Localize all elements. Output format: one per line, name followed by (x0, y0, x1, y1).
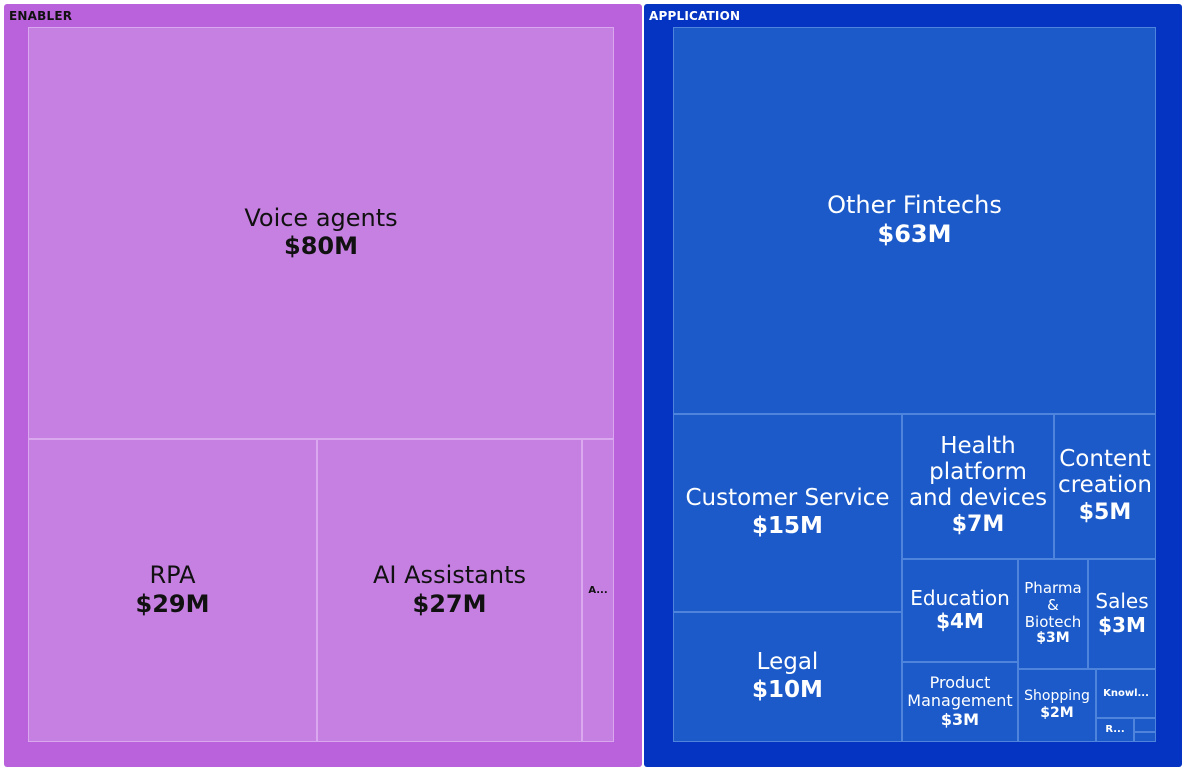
tile-value-label: $3M (1036, 630, 1070, 647)
tile-value-label: $2M (1040, 704, 1074, 721)
tile-value-label: $5M (1078, 499, 1132, 525)
application-group-label: APPLICATION (649, 9, 741, 23)
tile-name-label: Pharma & Biotech (1024, 579, 1082, 631)
treemap-tile-knowl[interactable]: Knowl... (1096, 669, 1156, 718)
treemap-tile-customer-service[interactable]: Customer Service $15M (673, 414, 902, 612)
tile-name-label: A... (588, 584, 608, 596)
tile-name-label: Other Fintechs (827, 191, 1002, 220)
tile-value-label: $7M (951, 512, 1005, 538)
tile-value-label: $4M (936, 609, 984, 634)
treemap-tile-voice-agents[interactable]: Voice agents $80M (28, 27, 614, 439)
tile-value-label: $27M (412, 589, 487, 618)
treemap-tile-education[interactable]: Education $4M (902, 559, 1018, 662)
enabler-group-label: ENABLER (9, 9, 73, 23)
tile-value-label: $63M (877, 219, 952, 248)
tile-name-label: Content creation (1058, 446, 1152, 498)
treemap-tile-other-fintechs[interactable]: Other Fintechs $63M (673, 27, 1156, 414)
tile-value-label: $3M (1098, 612, 1146, 637)
treemap-tile-pharma-biotech[interactable]: Pharma & Biotech $3M (1018, 559, 1088, 669)
tile-name-label: Legal (756, 648, 819, 675)
treemap-tile-content-creation[interactable]: Content creation $5M (1054, 414, 1156, 559)
treemap-tile-ai-assistants[interactable]: AI Assistants $27M (317, 439, 582, 742)
tile-name-label: Education (910, 585, 1010, 610)
tile-name-label: Voice agents (244, 203, 398, 232)
tile-name-label: Health platform and devices (908, 433, 1048, 511)
treemap-tile-tile-1-13[interactable] (1134, 732, 1156, 742)
tile-value-label: $3M (940, 709, 980, 729)
tile-name-label: Customer Service (685, 484, 890, 511)
treemap-tile-legal[interactable]: Legal $10M (673, 612, 902, 742)
treemap-tile-a[interactable]: A... (582, 439, 614, 742)
treemap-tile-sales[interactable]: Sales $3M (1088, 559, 1156, 669)
tile-name-label: Shopping (1024, 687, 1090, 704)
treemap-tile-health-platform-and-devices[interactable]: Health platform and devices $7M (902, 414, 1054, 559)
tile-name-label: Sales (1095, 589, 1149, 614)
tile-value-label: $29M (135, 589, 210, 618)
treemap-tile-shopping[interactable]: Shopping $2M (1018, 669, 1096, 742)
tile-value-label: $15M (752, 512, 823, 539)
tile-name-label: Product Management (907, 673, 1013, 710)
tile-value-label: $80M (284, 232, 358, 261)
treemap-tile-r[interactable]: R... (1096, 718, 1134, 742)
tile-value-label: $10M (752, 676, 823, 703)
treemap-tile-product-management[interactable]: Product Management $3M (902, 662, 1018, 742)
tile-name-label: AI Assistants (373, 561, 526, 590)
treemap-tile-tile-1-12[interactable] (1134, 718, 1156, 732)
tile-name-label: R... (1105, 724, 1125, 736)
tile-name-label: Knowl... (1103, 687, 1149, 699)
tile-name-label: RPA (149, 561, 196, 590)
treemap-tile-rpa[interactable]: RPA $29M (28, 439, 317, 742)
